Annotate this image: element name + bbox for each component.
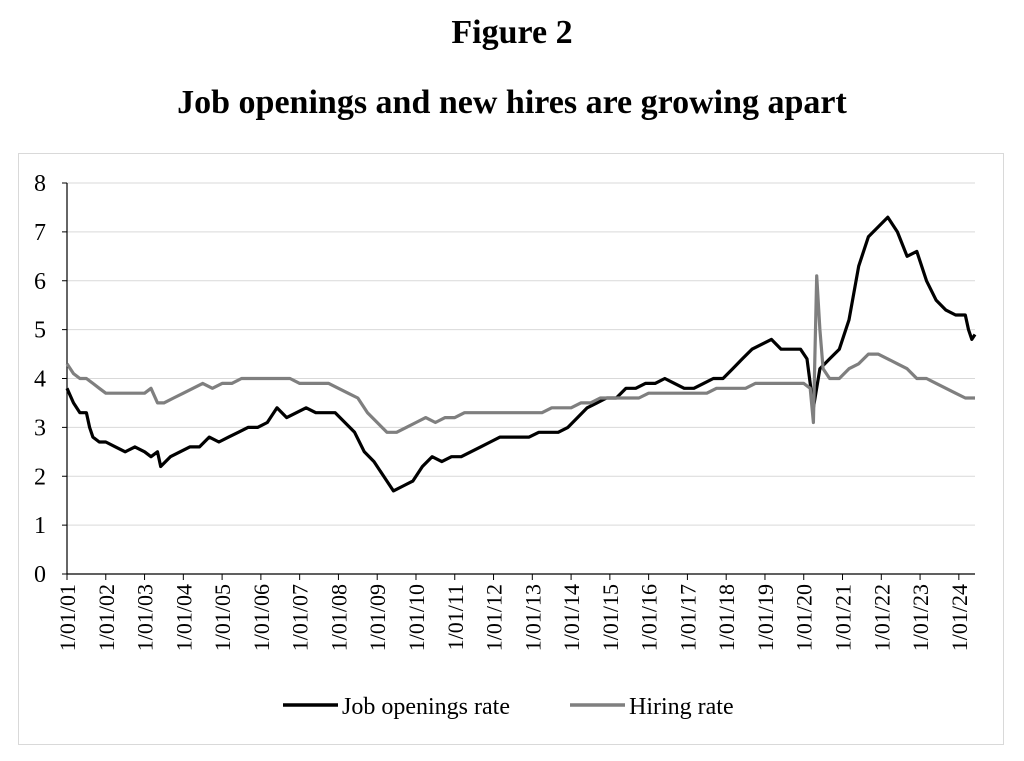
legend-label-job-openings: Job openings rate (342, 694, 510, 720)
y-tick-label: 2 (34, 464, 46, 490)
gridlines (67, 182, 975, 526)
x-tick-label: 1/01/04 (171, 584, 196, 651)
x-tick-label: 1/01/03 (133, 584, 158, 651)
x-tick-labels: 1/01/01 1/01/02 1/01/03 1/01/04 1/01/05 1/01/… (55, 584, 972, 651)
axes (62, 182, 975, 580)
y-tick-label: 1 (34, 513, 46, 539)
x-tick-label: 1/01/13 (520, 584, 545, 651)
x-tick-label: 1/01/18 (714, 584, 739, 651)
x-tick-label: 1/01/14 (559, 584, 584, 651)
x-tick-label: 1/01/08 (326, 584, 351, 651)
y-tick-labels: 0 1 2 3 4 5 6 7 8 (34, 171, 46, 588)
x-tick-label: 1/01/09 (365, 584, 390, 651)
x-tick-label: 1/01/21 (831, 584, 856, 651)
x-tick-label: 1/01/17 (675, 584, 700, 651)
legend: Job openings rate Hiring rate (283, 694, 734, 720)
figure-label: Figure 2 (451, 14, 573, 51)
legend-label-hiring-rate: Hiring rate (629, 694, 734, 720)
y-tick-label: 8 (34, 171, 46, 197)
y-tick-label: 3 (34, 415, 46, 441)
y-tick-label: 4 (34, 367, 46, 393)
x-tick-label: 1/01/23 (908, 584, 933, 651)
x-tick-label: 1/01/22 (869, 584, 894, 651)
series-line-job-openings-rate (65, 215, 977, 493)
y-tick-label: 7 (34, 220, 46, 246)
x-tick-label: 1/01/20 (792, 584, 817, 651)
x-tick-label: 1/01/12 (482, 584, 507, 651)
x-tick-label: 1/01/07 (288, 584, 313, 651)
x-tick-label: 1/01/02 (94, 584, 119, 651)
x-tick-label: 1/01/16 (637, 584, 662, 651)
y-tick-label: 6 (34, 269, 46, 295)
y-tick-label: 5 (34, 318, 46, 344)
x-tick-label: 1/01/15 (598, 584, 623, 651)
x-tick-label: 1/01/10 (404, 584, 429, 651)
y-tick-label: 0 (34, 562, 46, 588)
x-tick-label: 1/01/19 (753, 584, 778, 651)
x-tick-label: 1/01/01 (55, 584, 80, 651)
series-lines (65, 215, 977, 493)
x-tick-label: 1/01/11 (443, 584, 468, 650)
chart-frame (18, 153, 1004, 745)
series-line-hiring-rate (65, 274, 975, 434)
x-tick-label: 1/01/24 (947, 584, 972, 651)
chart-title: Job openings and new hires are growing a… (177, 84, 847, 121)
x-tick-label: 1/01/05 (210, 584, 235, 651)
x-tick-label: 1/01/06 (249, 584, 274, 651)
